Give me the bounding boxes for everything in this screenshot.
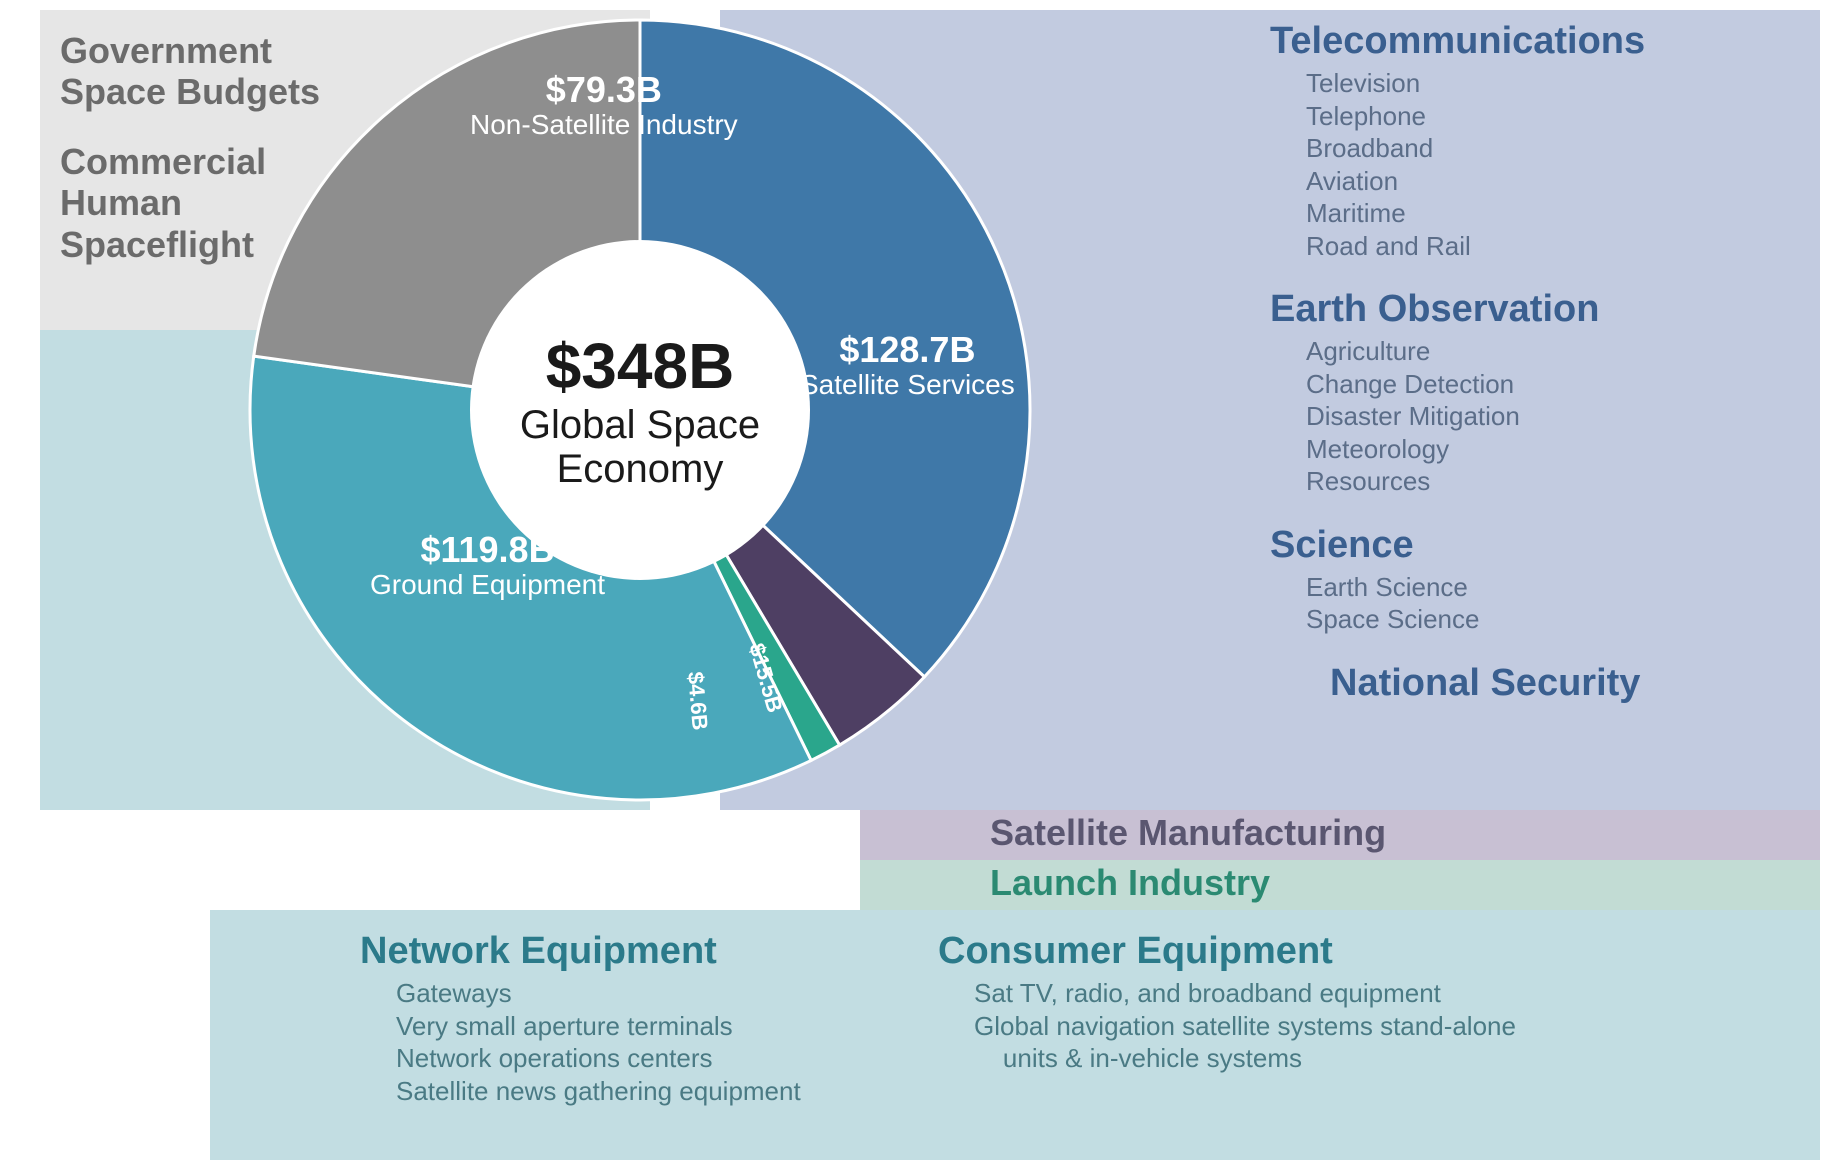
cat-network: Network Equipment Gateways Very small ap… xyxy=(360,930,900,1107)
consumer-item: Sat TV, radio, and broadband equipment xyxy=(938,977,1638,1010)
consumer-title: Consumer Equipment xyxy=(938,930,1638,973)
network-title: Network Equipment xyxy=(360,930,900,973)
satmfg-row: Satellite Manufacturing xyxy=(990,812,1386,858)
science-item: Space Science xyxy=(1270,603,1810,636)
slice-label-non-satellite: $79.3B Non-Satellite Industry xyxy=(470,70,738,140)
network-item: Gateways xyxy=(360,977,900,1010)
network-item: Satellite news gathering equipment xyxy=(360,1075,900,1108)
right-categories: Telecommunications Television Telephone … xyxy=(1270,20,1810,709)
earth-item: Meteorology xyxy=(1270,433,1810,466)
earth-item: Resources xyxy=(1270,465,1810,498)
consumer-item: Global navigation satellite systems stan… xyxy=(938,1010,1638,1043)
slice-label-launch-value: $4.6B xyxy=(682,671,713,732)
network-item: Network operations centers xyxy=(360,1042,900,1075)
left-label-block: Government Space Budgets Commercial Huma… xyxy=(60,30,320,265)
telecom-item: Telephone xyxy=(1270,100,1810,133)
telecom-item: Broadband xyxy=(1270,132,1810,165)
telecom-item: Aviation xyxy=(1270,165,1810,198)
total-value: $348B xyxy=(546,329,735,403)
cat-science: Science Earth Science Space Science xyxy=(1270,524,1810,636)
cat-earth: Earth Observation Agriculture Change Det… xyxy=(1270,288,1810,498)
commercial-1: Commercial xyxy=(60,141,320,182)
telecom-item: Road and Rail xyxy=(1270,230,1810,263)
network-item: Very small aperture terminals xyxy=(360,1010,900,1043)
telecom-item: Maritime xyxy=(1270,197,1810,230)
gov-budgets-2: Space Budgets xyxy=(60,71,320,112)
total-label: Global Space Economy xyxy=(470,403,810,491)
slice-label-ground-equipment: $119.8B Ground Equipment xyxy=(370,530,605,600)
commercial-2: Human xyxy=(60,182,320,223)
cat-consumer: Consumer Equipment Sat TV, radio, and br… xyxy=(938,930,1638,1075)
cat-natsec: National Security xyxy=(1270,662,1810,705)
earth-title: Earth Observation xyxy=(1270,288,1810,331)
slice-label-satellite-services: $128.7B Satellite Services xyxy=(800,330,1015,400)
earth-item: Change Detection xyxy=(1270,368,1810,401)
consumer-item: units & in-vehicle systems xyxy=(938,1042,1638,1075)
commercial-3: Spaceflight xyxy=(60,224,320,265)
science-title: Science xyxy=(1270,524,1810,567)
launch-title: Launch Industry xyxy=(990,862,1270,904)
natsec-title: National Security xyxy=(1270,662,1810,705)
donut-chart: $348B Global Space Economy $128.7B Satel… xyxy=(240,10,1040,810)
science-item: Earth Science xyxy=(1270,571,1810,604)
cat-telecom: Telecommunications Television Telephone … xyxy=(1270,20,1810,262)
earth-item: Agriculture xyxy=(1270,335,1810,368)
satmfg-title: Satellite Manufacturing xyxy=(990,812,1386,854)
telecom-title: Telecommunications xyxy=(1270,20,1810,63)
earth-item: Disaster Mitigation xyxy=(1270,400,1810,433)
telecom-item: Television xyxy=(1270,67,1810,100)
gov-budgets-1: Government xyxy=(60,30,320,71)
launch-row: Launch Industry xyxy=(990,862,1270,908)
